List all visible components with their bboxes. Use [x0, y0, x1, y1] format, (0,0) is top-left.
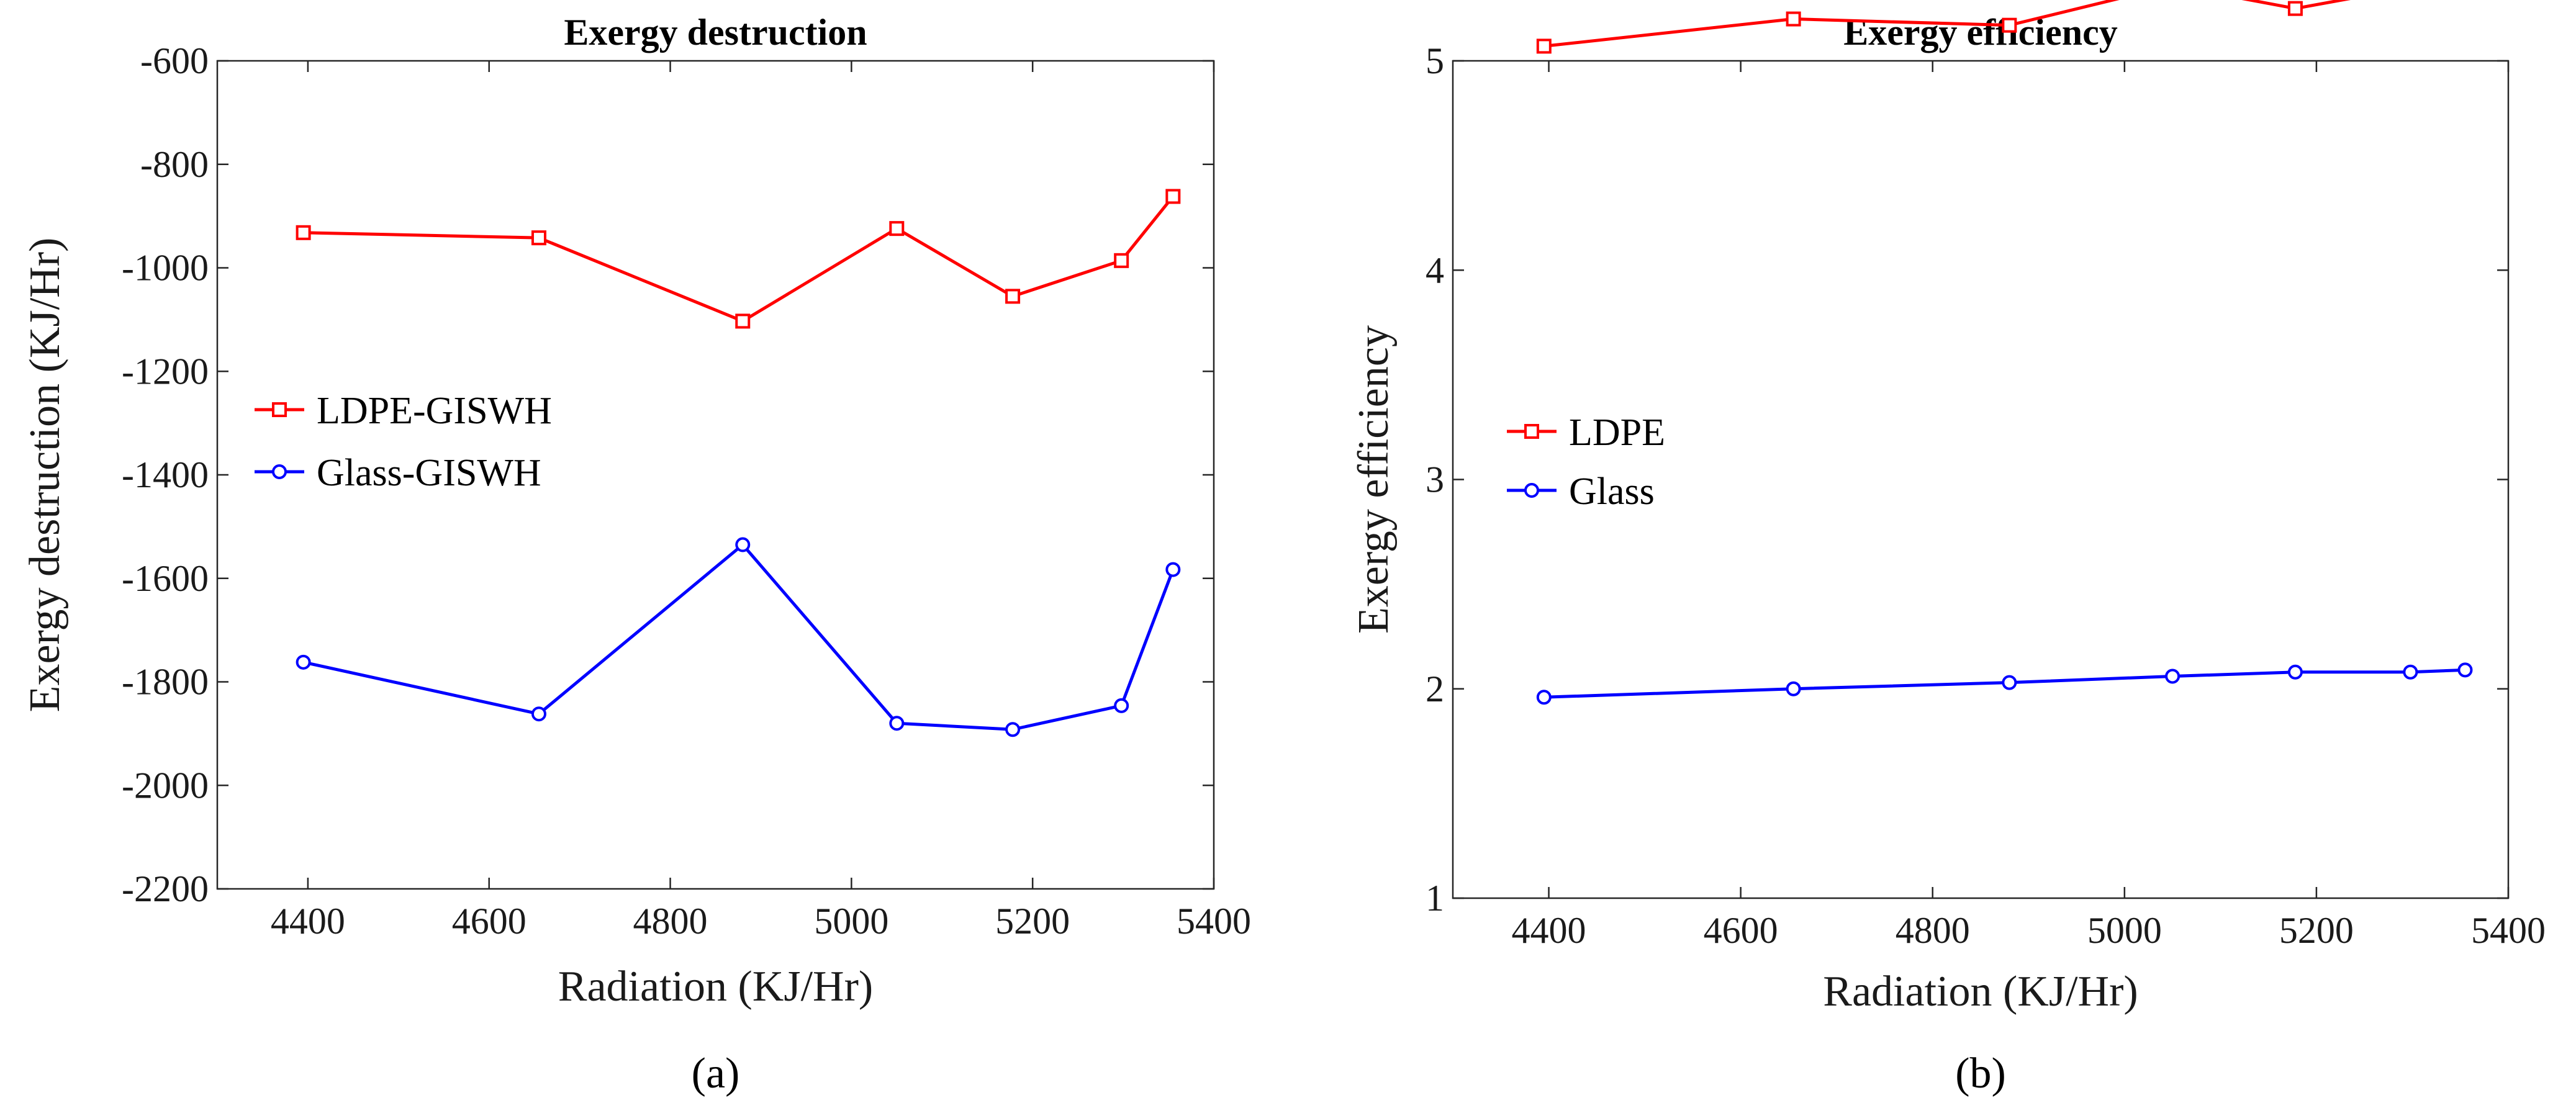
data-point	[296, 225, 311, 240]
legend-marker	[272, 464, 287, 479]
x-tick-label: 4600	[452, 901, 526, 942]
x-tick-label: 5400	[1177, 901, 1251, 942]
y-tick-label: 3	[1426, 459, 1444, 500]
legend-marker	[1524, 424, 1539, 439]
data-point	[735, 313, 751, 329]
data-point	[889, 221, 905, 236]
y-tick-label: 5	[1426, 40, 1444, 81]
data-point	[1786, 11, 1801, 27]
x-tick-label: 4800	[1896, 910, 1970, 951]
data-point	[531, 706, 546, 722]
chart-title: Exergy destruction	[564, 12, 867, 53]
chart-exergy-destruction: 4400 4600 4800 5000 5200 5400 -600 -800 -1000 -12…	[21, 12, 1251, 1097]
y-tick-label: -2000	[122, 765, 209, 806]
x-tick-label: 5000	[2087, 910, 2162, 951]
data-point	[1114, 253, 1129, 268]
y-tick-label: 2	[1426, 669, 1444, 709]
legend-label: LDPE-GISWH	[317, 390, 552, 432]
data-point	[2403, 664, 2418, 680]
data-point	[1114, 698, 1129, 713]
data-point	[1536, 38, 1552, 54]
series-line-glass-giswh	[303, 542, 1175, 731]
y-tick-label: -1000	[122, 248, 209, 289]
x-tick-label: 4400	[1512, 910, 1586, 951]
chart-exergy-efficiency: 4400 4600 4800 5000 5200 5400 1 2 3 4 5 Exergy effi…	[1350, 0, 2546, 1097]
data-point	[1005, 289, 1021, 304]
x-axis-label: Radiation (KJ/Hr)	[1823, 968, 2138, 1015]
x-axis-label: Radiation (KJ/Hr)	[558, 963, 873, 1011]
chart-title: Exergy efficiency	[1843, 12, 2117, 53]
y-tick-label: -1400	[122, 454, 209, 495]
y-axis-label: Exergy efficiency	[1350, 325, 1398, 634]
y-tick-label: -1200	[122, 351, 209, 392]
data-point	[1165, 562, 1181, 577]
data-point	[2287, 664, 2303, 680]
figure-caption: (a)	[692, 1050, 740, 1097]
y-axis-label: Exergy destruction (KJ/Hr)	[21, 238, 69, 713]
series-line-ldpe-giswh	[303, 195, 1175, 323]
data-point	[2002, 675, 2017, 690]
y-tick-label: -800	[140, 144, 209, 185]
data-point	[2165, 669, 2181, 684]
x-tick-label: 5400	[2471, 910, 2546, 951]
legend-label: Glass-GISWH	[317, 452, 541, 494]
y-tick-label: 1	[1426, 878, 1444, 919]
data-point	[2287, 1, 2303, 16]
y-tick-label: -600	[140, 40, 209, 81]
data-point	[1536, 690, 1552, 705]
figure-caption: (b)	[1955, 1050, 2006, 1097]
data-point	[296, 654, 311, 670]
legend-label: Glass	[1569, 470, 1655, 513]
data-point	[1005, 722, 1021, 737]
x-tick-label: 4600	[1704, 910, 1778, 951]
x-tick-label: 5000	[814, 901, 888, 942]
data-point	[2002, 17, 2017, 33]
data-point	[1165, 189, 1181, 204]
legend-label: LDPE	[1569, 412, 1665, 454]
data-point	[1786, 681, 1801, 696]
data-point	[531, 230, 546, 246]
data-point	[735, 537, 751, 552]
legend-marker	[272, 402, 287, 417]
x-tick-label: 5200	[995, 901, 1070, 942]
y-tick-label: -2200	[122, 868, 209, 909]
y-tick-label: -1800	[122, 662, 209, 703]
legend-marker	[1524, 483, 1539, 498]
data-point	[889, 716, 905, 731]
x-tick-label: 5200	[2279, 910, 2354, 951]
data-point	[2457, 662, 2473, 678]
y-tick-label: 4	[1426, 250, 1444, 290]
x-tick-label: 4400	[271, 901, 345, 942]
x-tick-label: 4800	[633, 901, 708, 942]
y-tick-label: -1600	[122, 558, 209, 599]
